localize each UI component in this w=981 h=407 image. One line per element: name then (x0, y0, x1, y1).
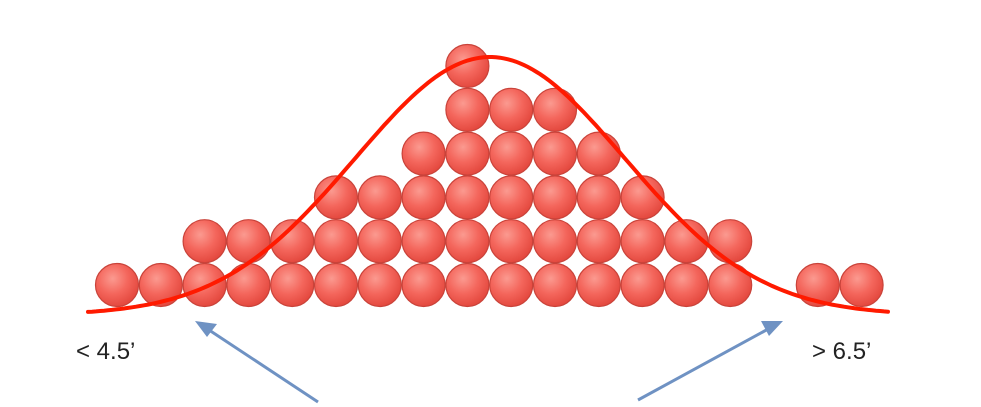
dot (489, 219, 534, 264)
dot (795, 262, 840, 308)
dot (445, 175, 490, 220)
dot (445, 43, 490, 89)
dot (708, 219, 753, 264)
dot (532, 175, 578, 220)
dot (445, 219, 490, 264)
dot (489, 87, 534, 132)
dot (489, 175, 534, 220)
dot (839, 262, 884, 308)
right-tail-label: > 6.5’ (812, 338, 872, 365)
dot (532, 262, 578, 308)
dot (576, 175, 621, 220)
dot (401, 175, 446, 220)
dot (489, 131, 534, 176)
dot (576, 219, 621, 264)
dot (664, 262, 709, 308)
dot (357, 175, 402, 220)
dot (313, 175, 359, 220)
dot (357, 262, 402, 308)
dot (138, 262, 183, 308)
dot (357, 219, 402, 264)
left-arrow-shaft (205, 326, 319, 404)
right-arrow-shaft (637, 326, 771, 402)
dot (226, 262, 271, 308)
dot (182, 219, 227, 264)
dot (401, 131, 446, 176)
dot (576, 262, 621, 308)
left-tail-label: < 4.5’ (76, 338, 136, 365)
dot (313, 219, 359, 264)
dot (532, 131, 578, 176)
dot (576, 131, 621, 176)
dot (620, 219, 665, 264)
left-arrow (195, 321, 319, 404)
dot (532, 219, 578, 264)
dot (182, 262, 227, 308)
dot (532, 87, 578, 132)
dot (620, 262, 665, 308)
dot (664, 219, 709, 264)
normal-distribution-curve (86, 55, 890, 314)
left-arrow-head (195, 321, 217, 337)
dot (270, 262, 315, 308)
dot (401, 262, 446, 308)
dot (270, 219, 315, 264)
dot (489, 262, 534, 308)
dot (445, 87, 490, 132)
right-arrow-head (761, 321, 783, 336)
dot (226, 219, 271, 264)
dot (313, 262, 359, 308)
dot (94, 262, 140, 308)
right-arrow (637, 321, 783, 402)
dot (445, 262, 490, 308)
dot (401, 219, 446, 264)
dot-stack-group (94, 43, 884, 308)
dot (445, 131, 490, 176)
